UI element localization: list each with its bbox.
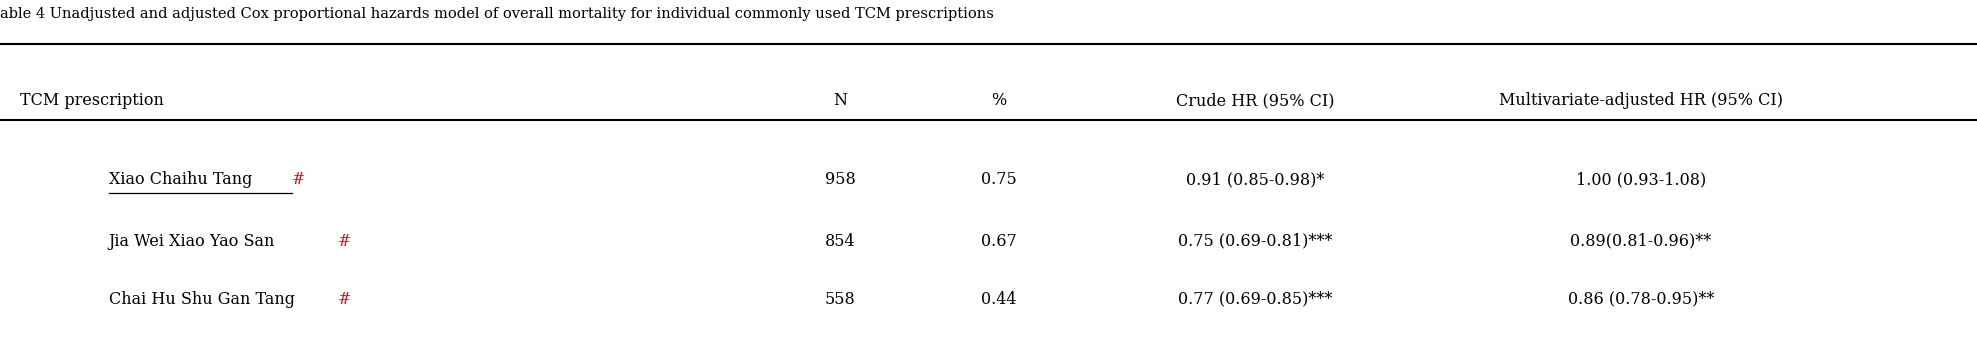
Text: Multivariate-adjusted HR (95% CI): Multivariate-adjusted HR (95% CI)	[1499, 92, 1783, 109]
Text: Crude HR (95% CI): Crude HR (95% CI)	[1176, 92, 1334, 109]
Text: 0.77 (0.69-0.85)***: 0.77 (0.69-0.85)***	[1178, 291, 1332, 308]
Text: Chai Hu Shu Gan Tang: Chai Hu Shu Gan Tang	[109, 291, 295, 308]
Text: TCM prescription: TCM prescription	[20, 92, 164, 109]
Text: 0.86 (0.78-0.95)**: 0.86 (0.78-0.95)**	[1568, 291, 1714, 308]
Text: 854: 854	[824, 233, 856, 250]
Text: 0.75: 0.75	[981, 171, 1016, 188]
Text: 0.44: 0.44	[981, 291, 1016, 308]
Text: #: #	[338, 291, 352, 308]
Text: Jia Wei Xiao Yao San: Jia Wei Xiao Yao San	[109, 233, 275, 250]
Text: 558: 558	[824, 291, 856, 308]
Text: able 4 Unadjusted and adjusted Cox proportional hazards model of overall mortali: able 4 Unadjusted and adjusted Cox propo…	[0, 7, 994, 21]
Text: 0.91 (0.85-0.98)*: 0.91 (0.85-0.98)*	[1186, 171, 1325, 188]
Text: 0.67: 0.67	[981, 233, 1016, 250]
Text: 0.75 (0.69-0.81)***: 0.75 (0.69-0.81)***	[1178, 233, 1332, 250]
Text: Xiao Chaihu Tang: Xiao Chaihu Tang	[109, 171, 253, 188]
Text: 1.00 (0.93-1.08): 1.00 (0.93-1.08)	[1576, 171, 1706, 188]
Text: N: N	[832, 92, 848, 109]
Text: %: %	[990, 92, 1006, 109]
Text: 958: 958	[824, 171, 856, 188]
Text: #: #	[338, 233, 352, 250]
Text: #: #	[293, 171, 306, 188]
Text: 0.89(0.81-0.96)**: 0.89(0.81-0.96)**	[1570, 233, 1712, 250]
